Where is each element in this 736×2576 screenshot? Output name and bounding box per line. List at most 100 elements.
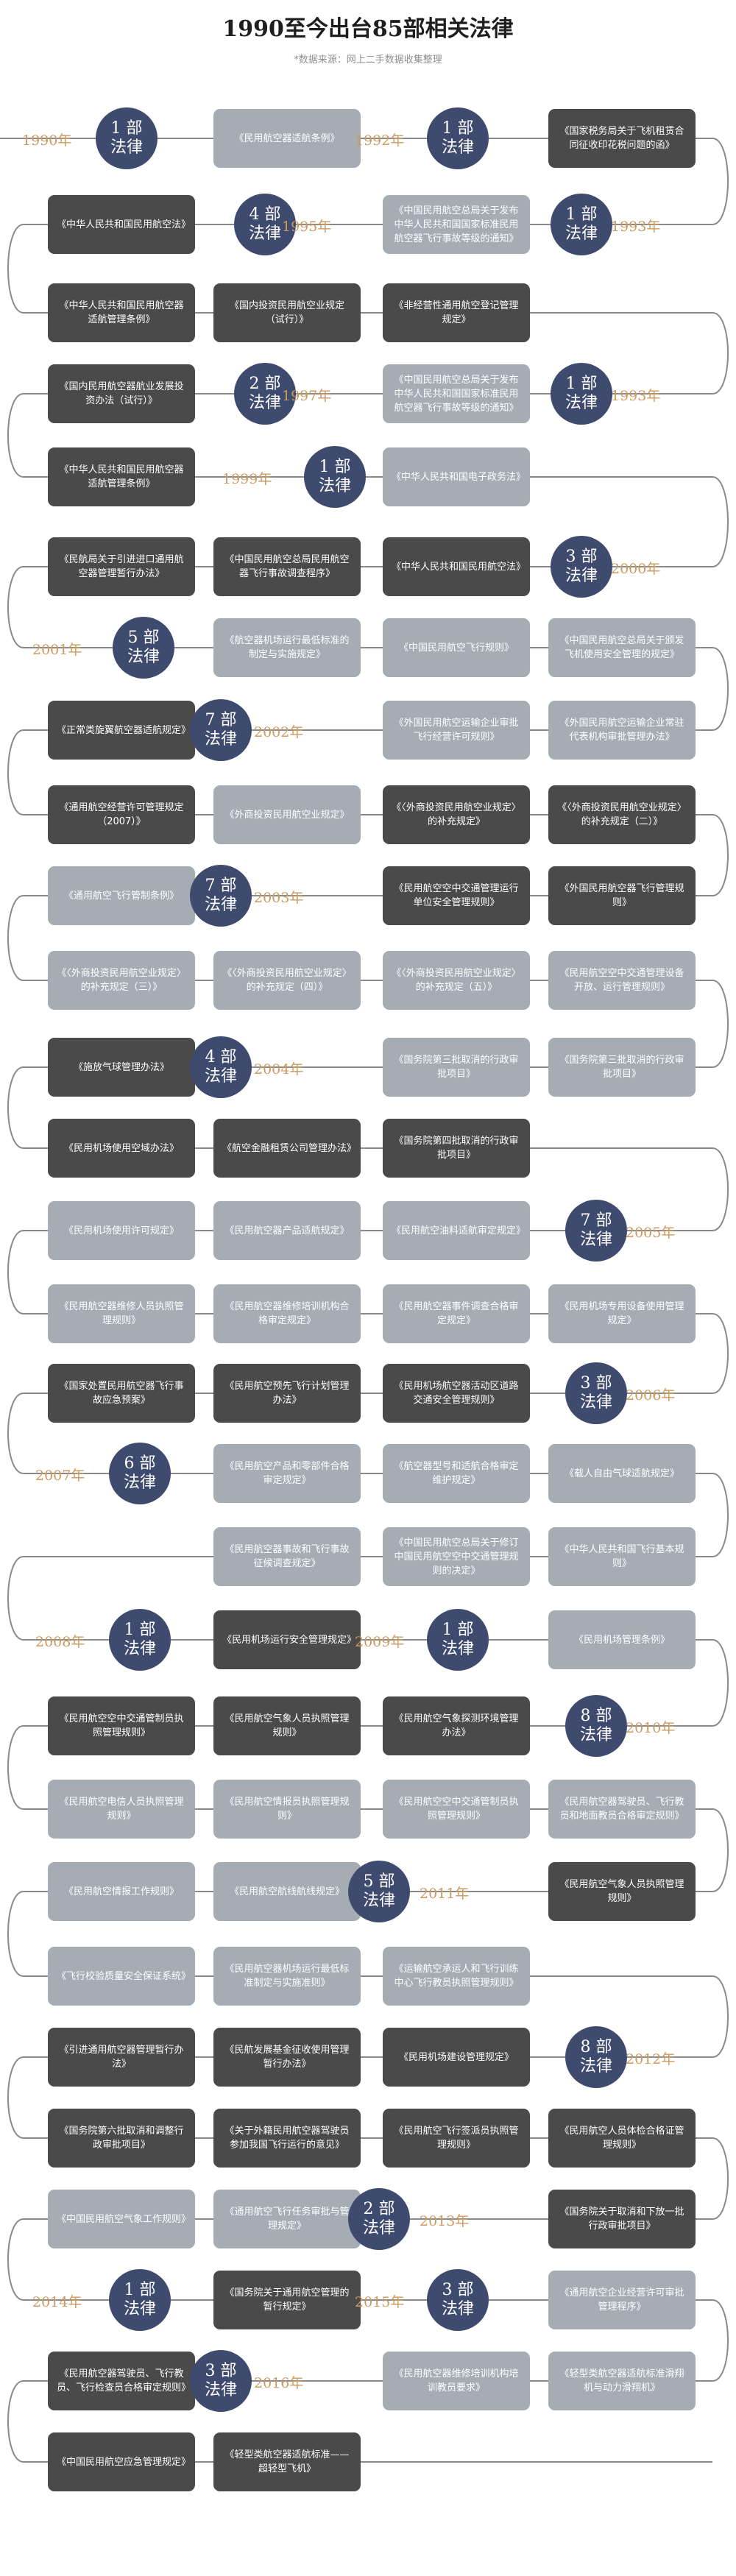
law-count: 4 部 xyxy=(205,1048,237,1066)
year-label: 2015年 xyxy=(355,2294,405,2310)
law-count: 8 部 xyxy=(580,2038,612,2056)
law-box: 《非经营性通用航空登记管理规定》 xyxy=(383,283,530,342)
law-box: 《中华人民共和国民用航空器适航管理条例》 xyxy=(48,447,195,506)
year-label: 2014年 xyxy=(32,2294,82,2310)
law-box: 《民用机场使用空域办法》 xyxy=(48,1119,195,1178)
law-count-label: 法律 xyxy=(565,567,598,585)
law-count-label: 法律 xyxy=(248,224,281,243)
law-box: 《国内民用航空器航业发展投资办法（试行）》 xyxy=(48,364,195,423)
law-box: 《外国民用航空运输企业常驻代表机构审批管理办法》 xyxy=(548,701,696,760)
law-count-label: 法律 xyxy=(110,138,143,157)
law-box: 《民用航空预先飞行计划管理办法》 xyxy=(213,1364,361,1423)
year-count-badge: 4 部法律 xyxy=(190,1036,252,1098)
law-box: 《关于外籍民用航空器驾驶员参加我国飞行运行的意见》 xyxy=(213,2109,361,2168)
year-count-badge: 7 部法律 xyxy=(190,699,252,761)
law-box: 《外国民用航空器飞行管理规则》 xyxy=(548,866,696,925)
law-box: 《民用航空器机场运行最低标准制定与实施准则》 xyxy=(213,1947,361,2006)
law-box: 《民航发展基金征收使用管理暂行办法》 xyxy=(213,2028,361,2087)
law-box: 《民用航空器维修培训机构培训教员要求》 xyxy=(383,2352,530,2410)
law-box: 《外商投资民用航空业规定》 xyxy=(213,785,361,844)
law-count: 1 部 xyxy=(124,1621,156,1639)
year-label: 1995年 xyxy=(282,219,332,235)
law-box: 《民用航空情报员执照管理规则》 xyxy=(213,1780,361,1839)
law-box: 《民用航空空中交通管理设备开放、运行管理规则》 xyxy=(548,951,696,1010)
year-count-badge: 1 部法律 xyxy=(427,1609,489,1671)
page-title: 1990至今出台85部相关法律 xyxy=(222,16,514,42)
law-box: 《飞行校验质量安全保证系统》 xyxy=(48,1947,195,2006)
law-count-label: 法律 xyxy=(565,394,598,412)
law-box: 《民用机场运行安全管理规定》 xyxy=(213,1610,361,1669)
law-count-label: 法律 xyxy=(362,1892,395,1910)
law-box: 《民用航空器事件调查合格审定规定》 xyxy=(383,1284,530,1343)
law-box: 《中华人民共和国民用航空法》 xyxy=(48,195,195,254)
law-box: 《民用航空空中交通管制员执照管理规则》 xyxy=(383,1780,530,1839)
law-box: 《施放气球管理办法》 xyxy=(48,1038,195,1097)
law-box: 《国家处置民用航空器飞行事故应急预案》 xyxy=(48,1364,195,1423)
law-count: 5 部 xyxy=(363,1872,395,1891)
law-box: 《民用航空器维修培训机构合格审定规定》 xyxy=(213,1284,361,1343)
year-count-badge: 5 部法律 xyxy=(348,1861,410,1922)
law-count: 1 部 xyxy=(442,1621,474,1639)
law-count: 8 部 xyxy=(580,1707,612,1725)
law-count: 1 部 xyxy=(124,2281,156,2299)
year-label: 1990年 xyxy=(22,132,72,149)
year-label: 2000年 xyxy=(611,561,661,577)
year-count-badge: 1 部法律 xyxy=(427,107,489,169)
law-box: 《民用机场管理条例》 xyxy=(548,1610,696,1669)
year-label: 1999年 xyxy=(222,471,272,487)
law-count-label: 法律 xyxy=(441,138,474,157)
law-box: 《〈外商投资民用航空业规定〉的补充规定（三）》 xyxy=(48,951,195,1010)
law-box: 《中国民用航空总局关于修订中国民用航空空中交通管理规则的决定》 xyxy=(383,1527,530,1586)
law-box: 《国内投资民用航空业规定（试行）》 xyxy=(213,283,361,342)
law-count-label: 法律 xyxy=(204,2381,237,2399)
law-count: 7 部 xyxy=(580,1211,612,1230)
law-count-label: 法律 xyxy=(204,1067,237,1086)
law-box: 《国务院第六批取消和调整行政审批项目》 xyxy=(48,2109,195,2168)
law-count-label: 法律 xyxy=(123,1473,156,1492)
year-count-badge: 2 部法律 xyxy=(234,363,296,425)
law-box: 《民用航空器事故和飞行事故征候调查规定》 xyxy=(213,1527,361,1586)
law-box: 《民航局关于引进进口通用航空器管理暂行办法》 xyxy=(48,537,195,596)
law-count-label: 法律 xyxy=(579,2057,612,2076)
law-box: 《运输航空承运人和飞行训练中心飞行教员执照管理规则》 xyxy=(383,1947,530,2006)
year-label: 1997年 xyxy=(282,388,332,404)
law-box: 《中国民用航空总局民用航空器飞行事故调查程序》 xyxy=(213,537,361,596)
year-label: 2011年 xyxy=(420,1886,470,1902)
law-count: 4 部 xyxy=(249,205,281,224)
law-box: 《民用航空产品和零部件合格审定规定》 xyxy=(213,1444,361,1503)
year-count-badge: 1 部法律 xyxy=(551,194,612,255)
law-box: 《〈外商投资民用航空业规定〉的补充规定（二）》 xyxy=(548,785,696,844)
year-label: 2016年 xyxy=(254,2375,304,2391)
law-box: 《〈外商投资民用航空业规定〉的补充规定》 xyxy=(383,785,530,844)
law-box: 《民用机场航空器活动区道路交通安全管理规则》 xyxy=(383,1364,530,1423)
law-box: 《民用航空人员体检合格证管理规则》 xyxy=(548,2109,696,2168)
law-count-label: 法律 xyxy=(204,896,237,914)
year-label: 2005年 xyxy=(626,1225,676,1241)
law-count: 1 部 xyxy=(110,119,143,138)
law-box: 《轻型类航空器适航标准滑翔机与动力滑翔机》 xyxy=(548,2352,696,2410)
law-count: 1 部 xyxy=(565,375,598,393)
law-box: 《通用航空企业经营许可审批管理程序》 xyxy=(548,2271,696,2329)
year-label: 2013年 xyxy=(420,2213,470,2229)
year-label: 2004年 xyxy=(254,1061,304,1078)
year-count-badge: 8 部法律 xyxy=(565,1695,627,1757)
law-box: 《航空器型号和适航合格审定维护规定》 xyxy=(383,1444,530,1503)
law-box: 《民用航空航线航线规定》 xyxy=(213,1862,361,1921)
law-count-label: 法律 xyxy=(565,224,598,243)
year-count-badge: 5 部法律 xyxy=(113,617,174,679)
year-label: 2009年 xyxy=(355,1634,405,1650)
year-label: 2006年 xyxy=(626,1387,676,1404)
law-box: 《民用航空电信人员执照管理规则》 xyxy=(48,1780,195,1839)
year-label: 1993年 xyxy=(611,219,661,235)
year-count-badge: 1 部法律 xyxy=(96,107,158,169)
law-box: 《国务院关于取消和下放一批行政审批项目》 xyxy=(548,2190,696,2248)
law-box: 《载人自由气球适航规定》 xyxy=(548,1444,696,1503)
law-box: 《中华人民共和国民用航空器适航管理条例》 xyxy=(48,283,195,342)
year-label: 2001年 xyxy=(32,642,82,658)
year-label: 2008年 xyxy=(35,1634,85,1650)
year-count-badge: 4 部法律 xyxy=(234,194,296,255)
year-count-badge: 2 部法律 xyxy=(348,2188,410,2250)
law-box: 《民用航空情报工作规则》 xyxy=(48,1862,195,1921)
law-box: 《中国民用航空飞行规则》 xyxy=(383,618,530,677)
